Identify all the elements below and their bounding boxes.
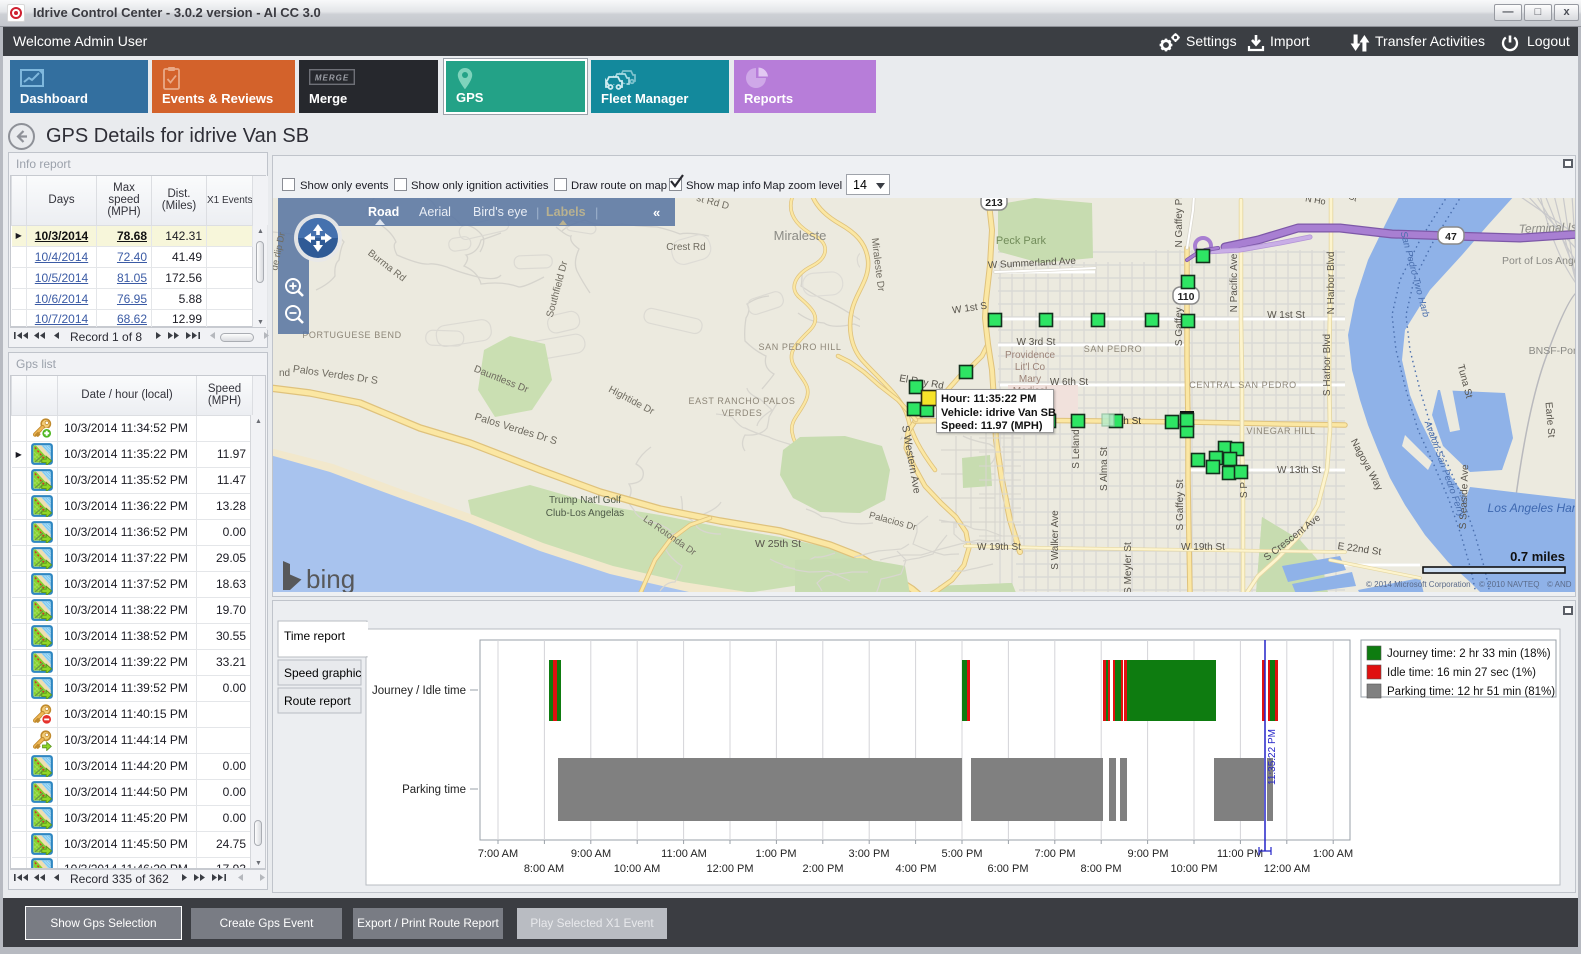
svg-text:S Gaffey St: S Gaffey St: [1175, 479, 1186, 530]
svg-text:«: «: [653, 205, 660, 220]
svg-text:Miraleste: Miraleste: [774, 228, 827, 243]
svg-text:© 2014 Microsoft Corporation: © 2014 Microsoft Corporation: [1366, 580, 1471, 589]
svg-text:7:00 AM: 7:00 AM: [478, 848, 518, 860]
svg-text:11:00 AM: 11:00 AM: [661, 848, 707, 860]
svg-text:1:00 PM: 1:00 PM: [756, 848, 797, 860]
svg-text:SAN PEDRO HILL: SAN PEDRO HILL: [759, 342, 842, 352]
svg-text:11:00 PM: 11:00 PM: [1217, 848, 1263, 860]
svg-text:Aerial: Aerial: [419, 205, 451, 219]
svg-text:Journey time: 2 hr 33 min (18%: Journey time: 2 hr 33 min (18%): [1387, 648, 1551, 660]
svg-text:W 3rd St: W 3rd St: [1017, 337, 1056, 348]
svg-text:10:00 PM: 10:00 PM: [1170, 863, 1217, 875]
svg-text:SAN PEDRO: SAN PEDRO: [1084, 344, 1142, 354]
svg-text:8:00 PM: 8:00 PM: [1081, 863, 1122, 875]
svg-text:CENTRAL SAN PEDRO: CENTRAL SAN PEDRO: [1189, 380, 1296, 390]
svg-text:Peck Park: Peck Park: [996, 235, 1047, 247]
svg-text:Parking time: 12 hr 51 min (81: Parking time: 12 hr 51 min (81%): [1387, 686, 1555, 698]
svg-text:110: 110: [1178, 291, 1195, 303]
svg-text:Crest Rd: Crest Rd: [666, 242, 705, 253]
svg-text:Mary: Mary: [1019, 374, 1041, 385]
svg-text:Terminal Is: Terminal Is: [1519, 220, 1575, 236]
svg-text:Journey / Idle time: Journey / Idle time: [372, 685, 466, 697]
svg-text:W 25th St: W 25th St: [755, 538, 801, 550]
svg-text:6:00 PM: 6:00 PM: [988, 863, 1029, 875]
svg-text:W 19th St: W 19th St: [1181, 542, 1225, 553]
svg-text:8:00 AM: 8:00 AM: [524, 863, 564, 875]
svg-text:N Pacific Ave: N Pacific Ave: [1229, 253, 1240, 312]
svg-text:4:00 PM: 4:00 PM: [896, 863, 937, 875]
svg-text:Club-Los Angelas: Club-Los Angelas: [546, 508, 624, 519]
svg-text:9th St: 9th St: [1115, 416, 1141, 427]
svg-text:W 1st S: W 1st S: [952, 301, 989, 317]
svg-text:Labels: Labels: [546, 205, 586, 219]
svg-text:Los Angeles Harb: Los Angeles Harb: [1488, 501, 1575, 515]
svg-text:S Meyler St: S Meyler St: [1123, 542, 1134, 592]
svg-text:St: St: [1347, 198, 1359, 204]
svg-text:W 19th St: W 19th St: [977, 542, 1021, 553]
svg-text:VERDES: VERDES: [722, 408, 763, 418]
svg-text:© AND: © AND: [1547, 580, 1572, 589]
svg-text:S Harbor Blvd: S Harbor Blvd: [1322, 334, 1333, 396]
svg-text:Bird's eye: Bird's eye: [473, 205, 528, 219]
svg-text:3:00 PM: 3:00 PM: [849, 848, 890, 860]
svg-text:W 1st St: W 1st St: [1267, 310, 1305, 321]
svg-text:N Gaffey Pl: N Gaffey Pl: [1174, 198, 1185, 247]
svg-text:PORTUGUESE BEND: PORTUGUESE BEND: [302, 330, 401, 340]
svg-text:Time report: Time report: [284, 629, 346, 643]
svg-text:Route report: Route report: [284, 694, 351, 708]
svg-text:11:35:22 PM: 11:35:22 PM: [1267, 729, 1278, 785]
svg-text:S Walker Ave: S Walker Ave: [1050, 510, 1061, 570]
svg-text:47: 47: [1445, 231, 1457, 243]
svg-text:12:00 PM: 12:00 PM: [706, 863, 753, 875]
svg-text:10:00 AM: 10:00 AM: [614, 863, 660, 875]
svg-text:Road: Road: [368, 205, 399, 219]
svg-text:Lit'l Co: Lit'l Co: [1015, 362, 1046, 373]
svg-text:EAST RANCHO PALOS: EAST RANCHO PALOS: [689, 396, 796, 406]
svg-text:12:00 AM: 12:00 AM: [1264, 863, 1310, 875]
svg-text:S Leland: S Leland: [1071, 429, 1082, 468]
svg-text:S Gaffey S: S Gaffey S: [1174, 298, 1185, 347]
svg-text:213: 213: [985, 198, 1003, 209]
svg-text:nd: nd: [279, 368, 290, 379]
svg-text:W Summerland Ave: W Summerland Ave: [988, 256, 1077, 272]
svg-text:|: |: [595, 205, 598, 220]
svg-text:|: |: [536, 205, 539, 220]
svg-text:Port of Los Angel: Port of Los Angel: [1502, 255, 1575, 267]
svg-text:Providence: Providence: [1005, 350, 1055, 361]
svg-text:VINEGAR HILL: VINEGAR HILL: [1246, 426, 1315, 436]
svg-text:W 13th St: W 13th St: [1277, 465, 1321, 476]
svg-text:S P: S P: [1239, 482, 1250, 498]
svg-text:5:00 PM: 5:00 PM: [942, 848, 983, 860]
svg-text:© 2010 NAVTEQ: © 2010 NAVTEQ: [1479, 580, 1539, 589]
svg-text:N Ho: N Ho: [1305, 198, 1327, 207]
svg-text:1:00 AM: 1:00 AM: [1313, 848, 1353, 860]
svg-text:Idle time: 16 min 27 sec (1%): Idle time: 16 min 27 sec (1%): [1387, 667, 1536, 679]
svg-text:2:00 PM: 2:00 PM: [803, 863, 844, 875]
svg-text:Earle St: Earle St: [1542, 402, 1556, 439]
svg-text:BNSF-Port: BNSF-Port: [1529, 345, 1575, 357]
svg-text:Trump Nat'l Golf: Trump Nat'l Golf: [549, 495, 621, 506]
svg-text:Parking time: Parking time: [402, 784, 466, 796]
svg-text:9:00 PM: 9:00 PM: [1128, 848, 1169, 860]
svg-text:S Alma St: S Alma St: [1099, 447, 1110, 491]
svg-text:bing: bing: [306, 564, 355, 592]
svg-text:W 6th St: W 6th St: [1050, 377, 1089, 388]
svg-text:S Seaside Ave: S Seaside Ave: [1458, 464, 1471, 530]
svg-text:0.7 miles: 0.7 miles: [1510, 549, 1565, 564]
svg-text:9:00 AM: 9:00 AM: [571, 848, 611, 860]
svg-text:MERGE: MERGE: [315, 74, 349, 83]
svg-text:7:00 PM: 7:00 PM: [1035, 848, 1076, 860]
svg-text:N Harbor Blvd: N Harbor Blvd: [1326, 252, 1337, 315]
svg-text:Speed graphic: Speed graphic: [284, 666, 361, 680]
